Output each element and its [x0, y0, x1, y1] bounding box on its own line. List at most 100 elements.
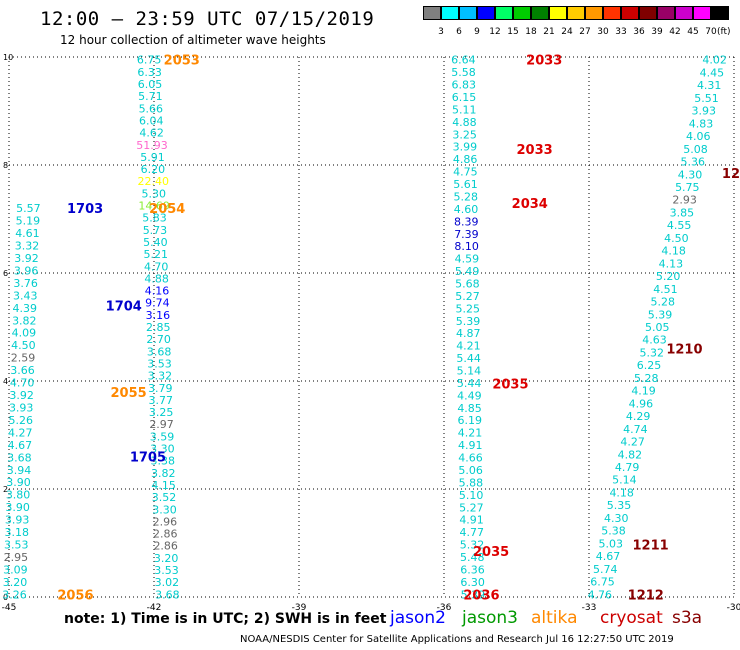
- wave-height-value: 3.16: [146, 309, 171, 322]
- page-subtitle: 12 hour collection of altimeter wave hei…: [60, 33, 326, 47]
- footer-note: note: 1) Time is in UTC; 2) SWH is in fe…: [64, 611, 387, 627]
- color-swatch: [459, 6, 477, 20]
- wave-height-value: 4.83: [689, 117, 714, 130]
- wave-height-value: 5.10: [459, 489, 484, 502]
- wave-height-value: 5.74: [593, 563, 618, 576]
- pass-time-label: 1211: [633, 539, 669, 554]
- wave-height-value: 5.58: [451, 66, 476, 79]
- pass-time-label: 1209: [722, 167, 740, 182]
- x-tick-label: -45: [2, 603, 17, 613]
- color-scale-label: 27: [579, 27, 591, 37]
- wave-height-value: 6.05: [138, 78, 163, 91]
- wave-height-value: 9.74: [145, 297, 170, 310]
- wave-height-value: 4.87: [456, 327, 481, 340]
- wave-height-value: 6.25: [637, 359, 662, 372]
- wave-height-value: 3.20: [3, 576, 28, 589]
- wave-height-value: 5.28: [650, 296, 675, 309]
- pass-time-label: 1703: [67, 202, 103, 217]
- wave-height-value: 4.70: [144, 260, 169, 273]
- wave-height-value: 6.83: [452, 79, 477, 92]
- color-scale-label: 15: [507, 27, 519, 37]
- wave-height-value: 2.85: [146, 321, 171, 334]
- wave-height-value: 6.30: [460, 576, 485, 589]
- wave-height-value: 3.85: [670, 206, 695, 219]
- wave-height-value: 4.70: [10, 377, 35, 390]
- wave-height-value: 5.27: [455, 290, 480, 303]
- color-scale-label: 42: [669, 27, 681, 37]
- wave-height-value: 3.32: [148, 370, 173, 383]
- color-scale-label: 39: [651, 27, 663, 37]
- color-swatch: [585, 6, 603, 20]
- wave-height-value: 4.82: [618, 448, 643, 461]
- wave-height-value: 5.30: [141, 187, 166, 200]
- wave-height-value: 3.30: [152, 503, 177, 516]
- wave-height-value: 3.53: [154, 564, 179, 577]
- wave-height-value: 4.30: [604, 512, 629, 525]
- x-tick-label: -36: [437, 603, 452, 613]
- wave-height-value: 5.35: [607, 499, 632, 512]
- wave-height-value: 4.27: [620, 436, 645, 449]
- wave-height-value: 5.73: [143, 224, 168, 237]
- color-swatch: [639, 6, 657, 20]
- wave-height-value: 3.43: [13, 289, 38, 302]
- color-swatch: [711, 6, 729, 20]
- wave-height-value: 6.15: [452, 91, 477, 104]
- color-swatch: [675, 6, 693, 20]
- color-swatch: [567, 6, 585, 20]
- wave-height-value: 3.59: [150, 430, 175, 443]
- wave-height-value: 3.82: [12, 314, 37, 327]
- wave-height-value: 4.21: [456, 340, 481, 353]
- color-scale-label: 12: [489, 27, 501, 37]
- pass-time-label: 1704: [106, 299, 142, 314]
- y-tick-label: 2: [3, 485, 8, 494]
- color-scale-label: 3: [438, 27, 444, 37]
- wave-height-value: 5.61: [453, 178, 478, 191]
- wave-height-value: 4.96: [629, 397, 654, 410]
- color-scale-label: 36: [633, 27, 645, 37]
- wave-height-value: 5.57: [16, 202, 41, 215]
- satellite-legend-altika: altika: [531, 608, 578, 628]
- x-tick-label: -33: [582, 603, 597, 613]
- wave-height-value: 3.93: [691, 105, 716, 118]
- wave-height-value: 3.52: [152, 491, 177, 504]
- wave-height-value: 2.93: [672, 194, 697, 207]
- wave-height-value: 5.44: [456, 352, 481, 365]
- pass-time-label: 2036: [463, 588, 499, 603]
- wave-height-value: 5.39: [648, 308, 673, 321]
- wave-height-value: 4.66: [458, 452, 483, 465]
- wave-height-value: 4.67: [596, 550, 621, 563]
- wave-height-value: 4.18: [661, 245, 686, 258]
- color-swatch: [477, 6, 495, 20]
- wave-height-value: 5.08: [683, 143, 708, 156]
- x-tick-label: -30: [727, 603, 740, 613]
- wave-height-value: 3.80: [6, 489, 31, 502]
- wave-height-value: 4.88: [144, 272, 169, 285]
- wave-height-value: 4.45: [700, 66, 725, 79]
- wave-height-value: 4.39: [13, 302, 38, 315]
- wave-height-value: 4.06: [686, 130, 711, 143]
- wave-height-value: 3.92: [9, 389, 34, 402]
- x-tick-label: -42: [147, 603, 162, 613]
- wave-height-value: 3.96: [14, 264, 39, 277]
- wave-height-value: 5.75: [675, 181, 700, 194]
- wave-height-value: 5.49: [455, 265, 480, 278]
- wave-height-value: 5.68: [455, 277, 480, 290]
- color-scale-label: 24: [561, 27, 573, 37]
- wave-height-value: 5.88: [459, 476, 484, 489]
- wave-height-value: 3.68: [7, 451, 32, 464]
- wave-height-value: 5.14: [457, 365, 482, 378]
- wave-height-value: 3.09: [3, 563, 28, 576]
- wave-height-value: 5.44: [457, 377, 482, 390]
- wave-height-value: 4.51: [653, 283, 678, 296]
- wave-height-value: 14.69: [138, 200, 170, 213]
- wave-height-value: 4.09: [12, 327, 37, 340]
- wave-height-value: 3.26: [2, 588, 27, 601]
- wave-height-value: 4.79: [615, 461, 640, 474]
- wave-height-value: 4.86: [453, 153, 478, 166]
- wave-height-value: 3.93: [9, 401, 34, 414]
- wave-height-value: 4.02: [702, 54, 727, 67]
- wave-height-value: 3.25: [452, 128, 477, 141]
- color-scale-label: 21: [543, 27, 555, 37]
- wave-height-value: 2.86: [153, 540, 178, 553]
